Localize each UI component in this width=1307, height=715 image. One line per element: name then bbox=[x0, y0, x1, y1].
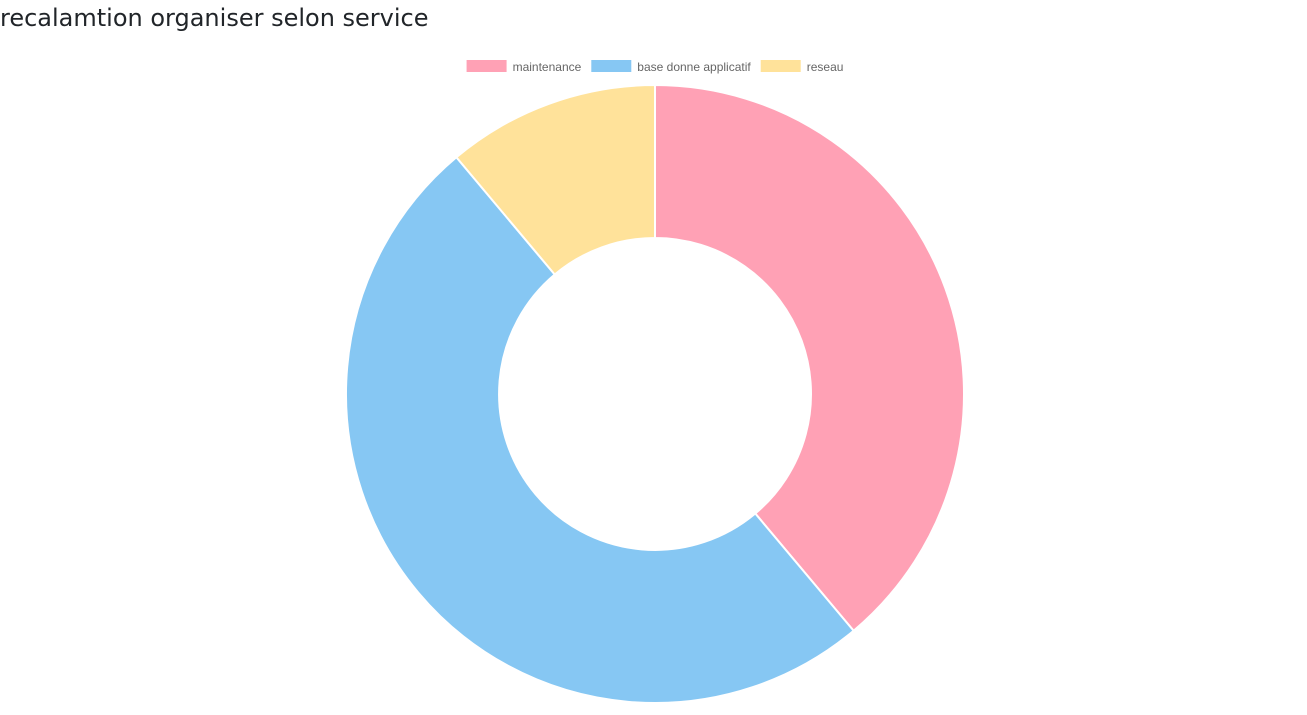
legend-swatch bbox=[591, 60, 632, 72]
slice-maintenance[interactable] bbox=[654, 84, 965, 632]
chart-slices bbox=[345, 84, 965, 704]
slice-reseau[interactable] bbox=[455, 84, 656, 276]
legend-swatch bbox=[466, 60, 507, 72]
legend-item-1[interactable]: base donne applicatif bbox=[591, 60, 751, 74]
legend-label: maintenance bbox=[513, 60, 582, 74]
legend-label: base donne applicatif bbox=[637, 60, 751, 74]
slice-base-donne-applicatif[interactable] bbox=[345, 156, 855, 704]
legend-label: reseau bbox=[807, 60, 844, 74]
chart-legend: maintenance base donne applicatif reseau bbox=[466, 60, 844, 74]
legend-swatch bbox=[760, 60, 801, 72]
chart-canvas: maintenance base donne applicatif reseau bbox=[345, 60, 965, 704]
legend-item-0[interactable]: maintenance bbox=[466, 60, 582, 74]
doughnut-chart: maintenance base donne applicatif reseau bbox=[0, 50, 1307, 715]
legend-item-2[interactable]: reseau bbox=[760, 60, 844, 74]
page-title: recalamtion organiser selon service bbox=[0, 4, 429, 32]
